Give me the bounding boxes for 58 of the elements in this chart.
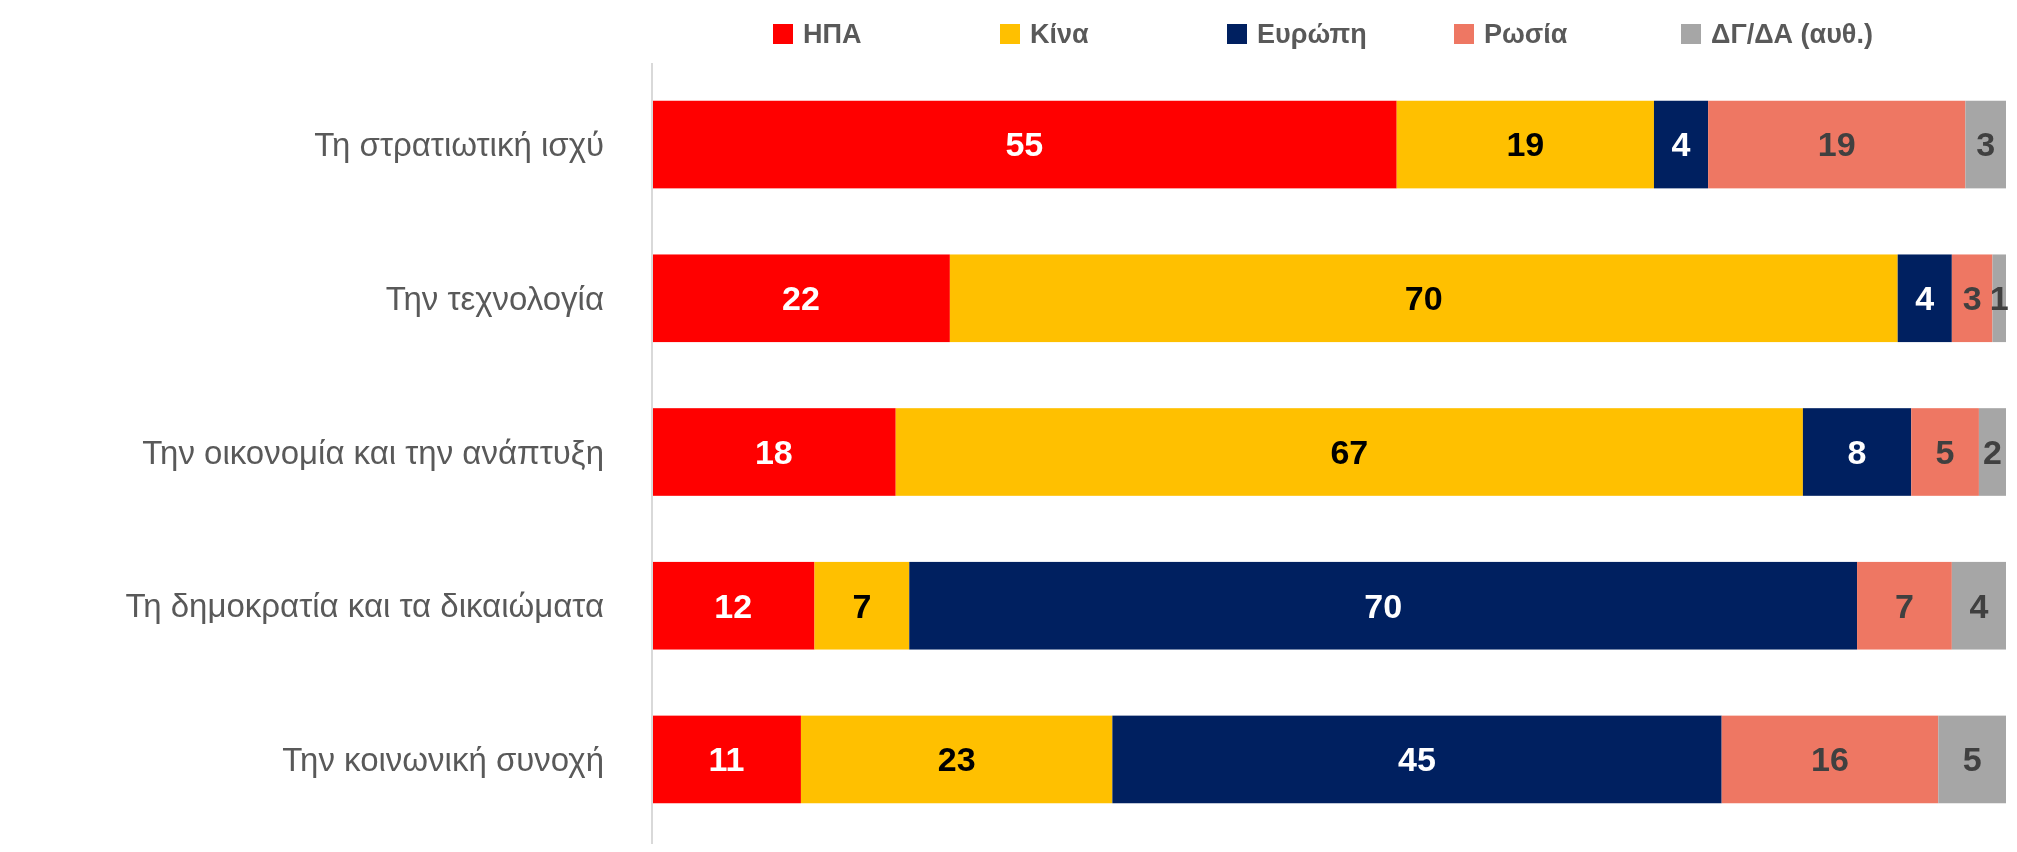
y-tick-label: Την τεχνολογία [385,279,604,317]
data-label: 70 [1364,586,1403,625]
bar [1951,254,1993,343]
legend-label: Ευρώπη [1257,19,1367,50]
data-label: 12 [714,586,753,625]
bar [1112,715,1722,804]
bar [1653,100,1709,189]
bar [949,254,1898,343]
bar [909,561,1858,650]
data-label: 7 [1894,586,1914,625]
bar [652,254,950,343]
data-label: 11 [708,740,745,779]
data-label: 4 [1671,125,1691,164]
data-label: 70 [1404,279,1443,318]
y-tick-label: Την κοινωνική συνοχή [282,740,604,778]
data-label: 8 [1847,432,1867,471]
data-label: 5 [1935,432,1955,471]
data-label: 55 [1005,125,1044,164]
data-label: 4 [1969,586,1989,625]
data-label: 3 [1976,125,1996,164]
bar [652,100,1397,189]
data-label: 7 [852,586,872,625]
bar [652,561,815,650]
bar [1857,561,1952,650]
data-label: 2 [1983,432,2002,471]
legend-label: ΔΓ/ΔΑ (αυθ.) [1711,19,1873,50]
bar [1721,715,1939,804]
data-label: 19 [1817,125,1856,164]
bar [1938,715,2006,804]
y-tick-label: Τη στρατιωτική ισχύ [314,126,604,164]
legend-label: Κίνα [1030,19,1090,50]
bar [1951,561,2006,650]
bar [1911,408,1979,496]
bar [652,408,896,496]
bar [895,408,1803,496]
y-tick-label: Την οικονομία και την ανάπτυξη [142,433,604,471]
legend-label: ΗΠΑ [803,19,862,50]
legend-label: Ρωσία [1484,19,1568,50]
data-label: 22 [782,279,820,318]
bar [814,561,910,650]
data-label: 16 [1811,740,1849,779]
bar [800,715,1113,804]
data-label: 45 [1398,740,1436,779]
y-tick-label: Τη δημοκρατία και τα δικαιώματα [125,587,604,625]
bar [1965,100,2006,189]
bar [1396,100,1654,189]
data-label: 67 [1330,432,1369,471]
data-label: 3 [1962,279,1982,318]
bar [1708,100,1966,189]
bar [1802,408,1912,496]
bar [1978,408,2006,496]
data-label: 19 [1506,125,1545,164]
data-label: 23 [937,740,976,779]
data-label: 18 [754,432,793,471]
bar [652,715,801,804]
data-label: 5 [1962,740,1982,779]
data-label: 4 [1915,279,1935,318]
bar [1897,254,1952,343]
